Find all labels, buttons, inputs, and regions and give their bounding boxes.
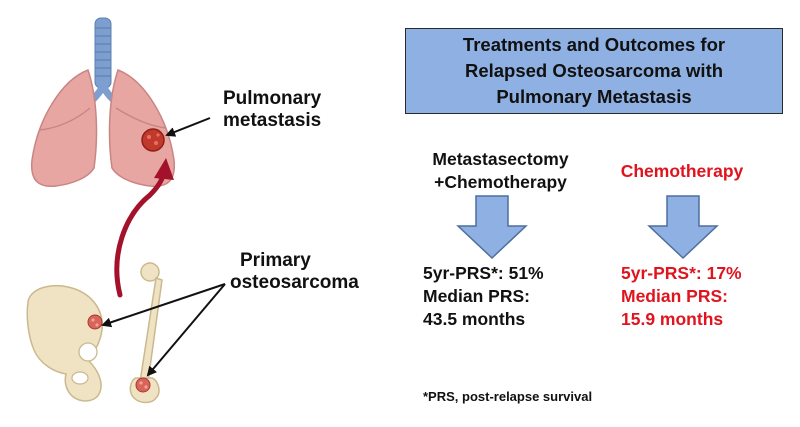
pulmonary-label-line1: Pulmonary xyxy=(223,88,322,109)
chemotherapy-heading: Chemotherapy xyxy=(612,160,752,183)
footnote: *PRS, post-relapse survival xyxy=(423,389,593,404)
trachea-lungs-icon xyxy=(30,17,176,188)
metastasectomy-heading: Metastasectomy +Chemotherapy xyxy=(418,148,583,194)
down-arrow-right xyxy=(647,195,719,260)
right-median-value: 15.9 months xyxy=(621,309,724,329)
primary-pointer-arrow-pelvis xyxy=(101,283,226,328)
tumor-nodule-icon xyxy=(135,377,151,393)
primary-label-line2: osteosarcoma xyxy=(230,272,359,293)
pulmonary-metastasis-label: Pulmonary metastasis xyxy=(223,88,321,132)
title-line3: Pulmonary Metastasis xyxy=(496,86,692,107)
chemotherapy-outcomes: 5yr-PRS*: 17% Median PRS: 15.9 months xyxy=(621,262,742,331)
heading-right-line1: Chemotherapy xyxy=(620,161,744,181)
right-median-label: Median PRS: xyxy=(621,286,728,306)
title-box: Treatments and Outcomes for Relapsed Ost… xyxy=(405,28,783,114)
metastasis-path-arrow xyxy=(114,158,174,298)
lung-metastasis-nodule-icon xyxy=(141,128,165,152)
pulmonary-label-line2: metastasis xyxy=(223,110,322,131)
heading-left-line1: Metastasectomy xyxy=(432,149,569,169)
pelvis-bone-icon xyxy=(26,284,103,402)
left-median-label: Median PRS: xyxy=(423,286,530,306)
title-line2: Relapsed Osteosarcoma with xyxy=(464,60,724,81)
left-prs5: 5yr-PRS*: 51% xyxy=(423,263,544,283)
primary-pointer-arrow-femur xyxy=(146,283,226,377)
primary-osteosarcoma-label: Primary osteosarcoma xyxy=(230,250,380,294)
title-line1: Treatments and Outcomes for xyxy=(462,34,726,55)
down-arrow-left xyxy=(456,195,528,260)
tumor-nodule-icon xyxy=(87,314,103,330)
pulmonary-pointer-arrow xyxy=(165,117,211,137)
right-prs5: 5yr-PRS*: 17% xyxy=(621,263,742,283)
primary-label-line1: Primary xyxy=(240,250,311,271)
heading-left-line2: +Chemotherapy xyxy=(434,172,567,192)
metastasectomy-outcomes: 5yr-PRS*: 51% Median PRS: 43.5 months xyxy=(423,262,544,331)
left-median-value: 43.5 months xyxy=(423,309,526,329)
